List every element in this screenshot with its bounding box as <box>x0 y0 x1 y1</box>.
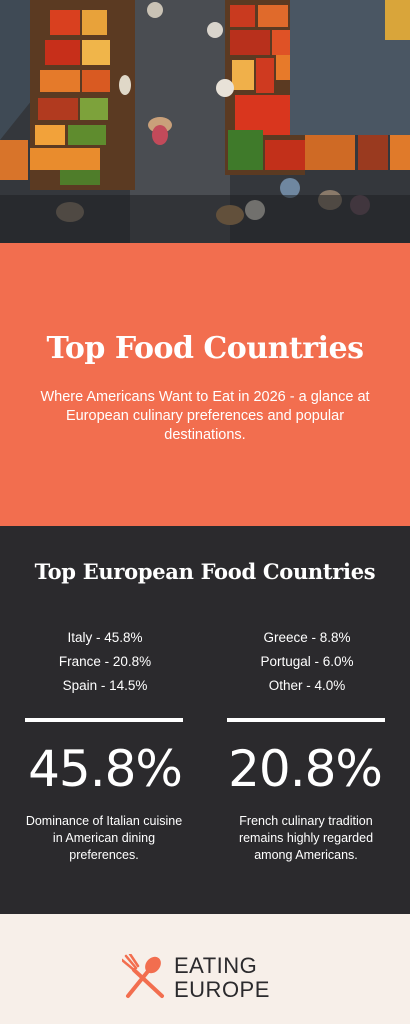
intro-section: Top Food Countries Where Americans Want … <box>0 243 410 526</box>
divider-left <box>25 718 183 722</box>
highlight-description-france: French culinary tradition remains highly… <box>238 814 374 862</box>
page-subtitle: Where Americans Want to Eat in 2026 - a … <box>40 389 370 443</box>
country-stat-item: Greece - 8.8% <box>263 630 351 645</box>
country-stat-item: Other - 4.0% <box>268 678 346 693</box>
country-stat-item: Portugal - 6.0% <box>260 654 354 669</box>
highlight-value-france: 20.8% <box>228 740 383 798</box>
brand-line-2: EUROPE <box>174 977 270 1002</box>
hero-market-image <box>0 0 410 243</box>
page-title: Top Food Countries <box>46 331 364 366</box>
country-list-right: Greece - 8.8% Portugal - 6.0% Other - 4.… <box>232 626 382 698</box>
country-stat-item: Spain - 14.5% <box>62 678 148 693</box>
footer: EATING EUROPE <box>0 914 410 1024</box>
stats-heading: Top European Food Countries <box>34 559 376 584</box>
market-illustration <box>0 0 410 243</box>
divider-right <box>227 718 385 722</box>
brand-logo-text: EATING EUROPE <box>174 954 270 1002</box>
stats-section: Top European Food Countries Italy - 45.8… <box>0 526 410 914</box>
brand-line-1: EATING <box>174 953 258 978</box>
country-list-left: Italy - 45.8% France - 20.8% Spain - 14.… <box>30 626 180 698</box>
highlight-value-italy: 45.8% <box>28 740 183 798</box>
country-stat-item: France - 20.8% <box>58 654 152 669</box>
highlight-description-italy: Dominance of Italian cuisine in American… <box>25 814 183 862</box>
country-stat-item: Italy - 45.8% <box>67 630 143 645</box>
fork-spoon-logo-icon <box>122 954 164 998</box>
